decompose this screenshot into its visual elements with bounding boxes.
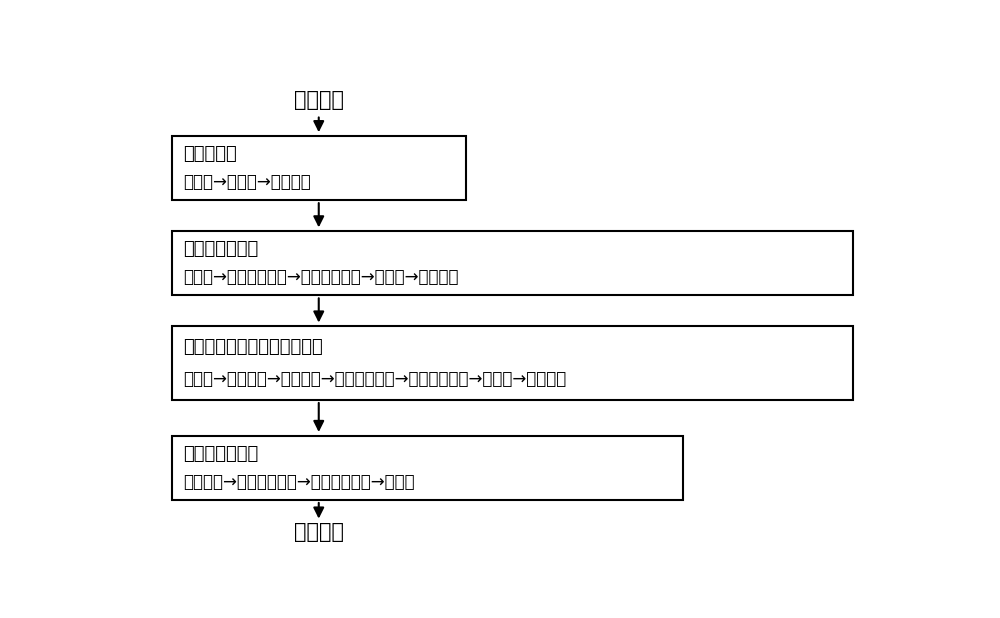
Bar [172,326,853,400]
Bar [172,136,466,200]
Text: 气相介质: 气相介质 [294,90,344,111]
Text: 一级压缩回收：: 一级压缩回收： [183,240,258,258]
Text: 改性釜→真空泵组→缓存器一→气液分离器一→一级压缩机组→冷却器→缓存器二: 改性釜→真空泵组→缓存器一→气液分离器一→一级压缩机组→冷却器→缓存器二 [183,370,566,389]
Text: 改性釜→气液分离器一→一级压缩机组→冷却器→缓存器二: 改性釜→气液分离器一→一级压缩机组→冷却器→缓存器二 [183,268,459,287]
Text: 缓存器二→气液分离器二→二级压缩机组→冷凝器: 缓存器二→气液分离器二→二级压缩机组→冷凝器 [183,473,415,491]
Text: 二级压缩回收：: 二级压缩回收： [183,445,258,463]
Text: 自然回收：: 自然回收： [183,145,237,163]
Text: 液态介质: 液态介质 [294,522,344,542]
Text: 介质抽真空加一级压缩回收：: 介质抽真空加一级压缩回收： [183,338,323,356]
Bar [172,231,853,295]
Bar [172,436,683,500]
Text: 改性釜→冷却器→缓存器二: 改性釜→冷却器→缓存器二 [183,173,311,192]
